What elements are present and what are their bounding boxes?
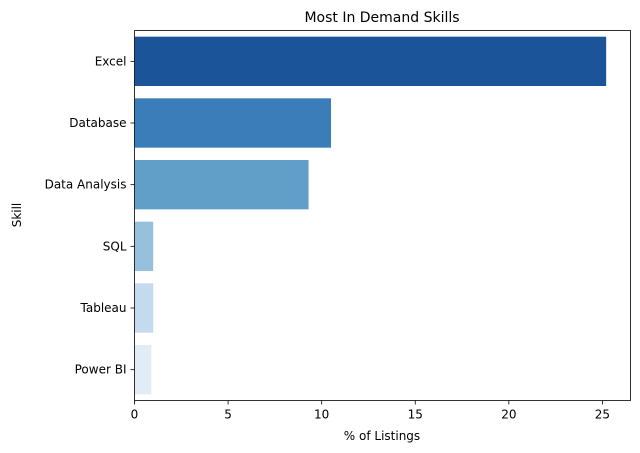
x-tick-label: 0 [131, 408, 139, 422]
bar-excel [134, 36, 607, 86]
y-tick-label: SQL [103, 239, 127, 253]
bar-power-bi [134, 345, 152, 395]
y-axis-label: Skill [10, 203, 24, 228]
y-tick-label: Excel [95, 54, 127, 68]
y-tick-label: Database [69, 116, 126, 130]
x-tick-label: 20 [501, 408, 516, 422]
x-tick-label: 10 [314, 408, 329, 422]
bar-sql [134, 221, 154, 271]
chart-title: Most In Demand Skills [304, 10, 459, 26]
bars-group [134, 36, 607, 395]
x-tick-label: 5 [224, 408, 232, 422]
y-tick-label: Data Analysis [45, 178, 127, 192]
bar-tableau [134, 283, 154, 333]
bar-database [134, 98, 332, 148]
x-tick-label: 25 [595, 408, 610, 422]
plot-frame [134, 30, 631, 401]
y-axis-ticks: Excel Database Data Analysis SQL Tableau Powe… [45, 54, 135, 377]
x-tick-label: 15 [408, 408, 423, 422]
bar-data-analysis [134, 160, 309, 210]
y-tick-label: Tableau [80, 301, 127, 315]
x-axis-ticks: 0 5 10 15 20 25 [131, 400, 610, 422]
x-axis-label: % of Listings [344, 429, 420, 443]
y-tick-label: Power BI [75, 363, 127, 377]
